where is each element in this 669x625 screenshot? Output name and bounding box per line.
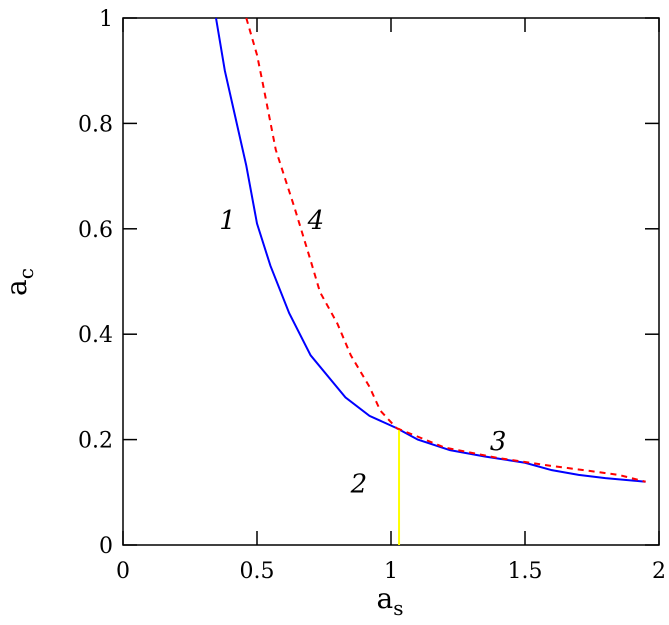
x-label-sub: s — [393, 596, 403, 620]
x-tick-label: 1.5 — [508, 559, 543, 584]
series-line — [215, 17, 646, 483]
y-tick-label: 1 — [99, 7, 113, 32]
series-label: 2 — [350, 469, 368, 499]
series-label: 4 — [307, 206, 325, 236]
y-axis-label: ac — [0, 268, 38, 296]
x-tick-label: 0.5 — [240, 559, 275, 584]
y-label-main: a — [0, 279, 33, 296]
series-line — [245, 17, 398, 429]
y-tick-label: 0.2 — [78, 429, 113, 454]
series-label: 3 — [490, 427, 507, 457]
series-line — [395, 427, 646, 483]
x-tick-label: 2 — [652, 559, 666, 584]
y-tick-label: 0.4 — [78, 323, 113, 348]
x-tick-label: 1 — [384, 559, 398, 584]
x-tick-label: 0 — [116, 559, 130, 584]
y-label-sub: c — [14, 268, 38, 279]
y-tick-label: 0.6 — [78, 218, 113, 243]
plot-frame — [122, 17, 660, 546]
x-label-main: a — [377, 582, 394, 615]
x-axis-label: as — [377, 582, 404, 620]
series-label: 1 — [219, 206, 236, 236]
y-tick-label: 0 — [99, 534, 113, 559]
y-tick-label: 0.8 — [78, 112, 113, 137]
